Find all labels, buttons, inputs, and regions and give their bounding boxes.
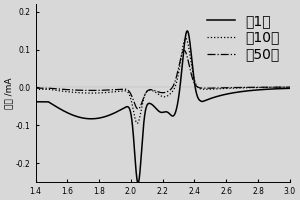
Y-axis label: 电流 /mA: 电流 /mA xyxy=(4,77,13,109)
Legend: 第1次, 第10次, 第50次: 第1次, 第10次, 第50次 xyxy=(204,11,283,64)
